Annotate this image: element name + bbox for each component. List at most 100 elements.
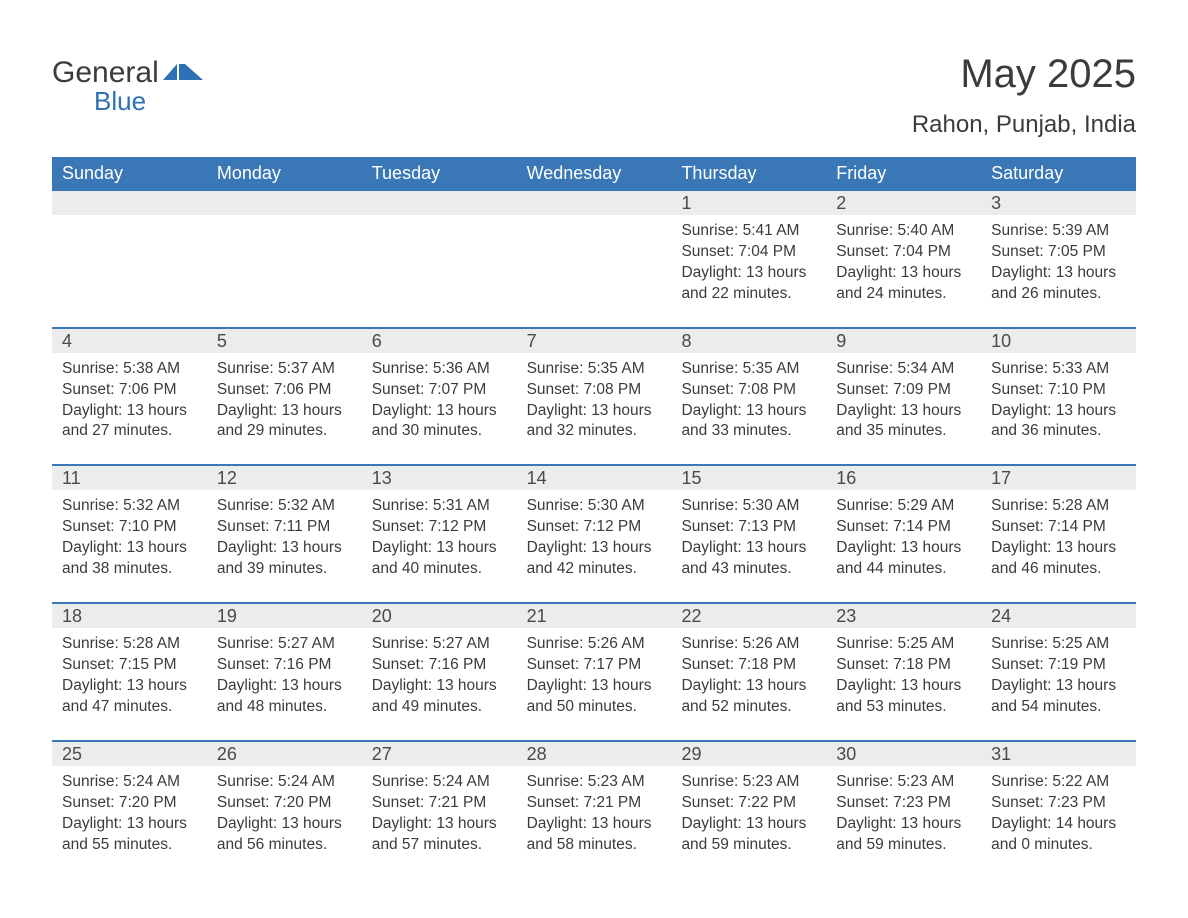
day-number: 18 [52, 604, 207, 628]
weekday-header: Tuesday [362, 157, 517, 191]
sunset-line: Sunset: 7:10 PM [991, 380, 1126, 401]
daylight-line: Daylight: 13 hours and 57 minutes. [372, 814, 507, 856]
day-number: 24 [981, 604, 1136, 628]
sunrise-line: Sunrise: 5:26 AM [681, 634, 816, 655]
day-cell: 10Sunrise: 5:33 AMSunset: 7:10 PMDayligh… [981, 329, 1136, 465]
sunrise-line: Sunrise: 5:28 AM [62, 634, 197, 655]
day-cell: 18Sunrise: 5:28 AMSunset: 7:15 PMDayligh… [52, 604, 207, 740]
day-details: Sunrise: 5:41 AMSunset: 7:04 PMDaylight:… [681, 221, 816, 305]
daylight-line: Daylight: 13 hours and 59 minutes. [836, 814, 971, 856]
sunset-line: Sunset: 7:08 PM [527, 380, 662, 401]
sunrise-line: Sunrise: 5:38 AM [62, 359, 197, 380]
day-details: Sunrise: 5:30 AMSunset: 7:13 PMDaylight:… [681, 496, 816, 580]
day-details: Sunrise: 5:24 AMSunset: 7:21 PMDaylight:… [372, 772, 507, 856]
daylight-line: Daylight: 13 hours and 50 minutes. [527, 676, 662, 718]
logo-word-blue: Blue [94, 86, 159, 117]
sunset-line: Sunset: 7:19 PM [991, 655, 1126, 676]
daylight-line: Daylight: 13 hours and 30 minutes. [372, 401, 507, 443]
sunrise-line: Sunrise: 5:24 AM [217, 772, 352, 793]
day-cell: 28Sunrise: 5:23 AMSunset: 7:21 PMDayligh… [517, 742, 672, 878]
day-cell: 12Sunrise: 5:32 AMSunset: 7:11 PMDayligh… [207, 466, 362, 602]
weekday-header: Thursday [671, 157, 826, 191]
daylight-line: Daylight: 13 hours and 58 minutes. [527, 814, 662, 856]
sunrise-line: Sunrise: 5:31 AM [372, 496, 507, 517]
day-cell: . [52, 191, 207, 327]
day-number: 3 [981, 191, 1136, 215]
daylight-line: Daylight: 13 hours and 55 minutes. [62, 814, 197, 856]
daylight-line: Daylight: 13 hours and 54 minutes. [991, 676, 1126, 718]
day-number: 27 [362, 742, 517, 766]
week-row: ....1Sunrise: 5:41 AMSunset: 7:04 PMDayl… [52, 191, 1136, 327]
sunrise-line: Sunrise: 5:27 AM [372, 634, 507, 655]
daylight-line: Daylight: 13 hours and 47 minutes. [62, 676, 197, 718]
daylight-line: Daylight: 13 hours and 46 minutes. [991, 538, 1126, 580]
day-number: 19 [207, 604, 362, 628]
day-details: Sunrise: 5:24 AMSunset: 7:20 PMDaylight:… [62, 772, 197, 856]
sunrise-line: Sunrise: 5:25 AM [991, 634, 1126, 655]
weekday-header: Friday [826, 157, 981, 191]
day-details: Sunrise: 5:28 AMSunset: 7:14 PMDaylight:… [991, 496, 1126, 580]
day-number: 31 [981, 742, 1136, 766]
sunset-line: Sunset: 7:07 PM [372, 380, 507, 401]
weekday-header: Saturday [981, 157, 1136, 191]
sunset-line: Sunset: 7:20 PM [217, 793, 352, 814]
day-details: Sunrise: 5:27 AMSunset: 7:16 PMDaylight:… [372, 634, 507, 718]
day-details: Sunrise: 5:23 AMSunset: 7:23 PMDaylight:… [836, 772, 971, 856]
day-number: 20 [362, 604, 517, 628]
week-row: 18Sunrise: 5:28 AMSunset: 7:15 PMDayligh… [52, 602, 1136, 740]
day-details: Sunrise: 5:26 AMSunset: 7:17 PMDaylight:… [527, 634, 662, 718]
week-row: 11 Sunrise: 5:32 AMSunset: 7:10 PMDayligh… [52, 464, 1136, 602]
day-number: 4 [52, 329, 207, 353]
day-details: Sunrise: 5:31 AMSunset: 7:12 PMDaylight:… [372, 496, 507, 580]
sunrise-line: Sunrise: 5:24 AM [62, 772, 197, 793]
calendar-page: General Blue May 2025 Rahon, Punjab, Ind… [0, 0, 1188, 918]
day-details: Sunrise: 5:32 AMSunset: 7:10 PMDaylight:… [62, 496, 197, 580]
day-number: 17 [981, 466, 1136, 490]
day-cell: 3 Sunrise: 5:39 AMSunset: 7:05 PMDaylight… [981, 191, 1136, 327]
location-subtitle: Rahon, Punjab, India [912, 111, 1136, 139]
weekday-header: Sunday [52, 157, 207, 191]
day-details: Sunrise: 5:34 AMSunset: 7:09 PMDaylight:… [836, 359, 971, 443]
weekday-header: Monday [207, 157, 362, 191]
header: General Blue May 2025 Rahon, Punjab, Ind… [52, 52, 1136, 139]
daylight-line: Daylight: 13 hours and 32 minutes. [527, 401, 662, 443]
day-cell: 13Sunrise: 5:31 AMSunset: 7:12 PMDayligh… [362, 466, 517, 602]
day-number: 26 [207, 742, 362, 766]
daylight-line: Daylight: 13 hours and 38 minutes. [62, 538, 197, 580]
daylight-line: Daylight: 13 hours and 56 minutes. [217, 814, 352, 856]
day-cell: . [207, 191, 362, 327]
day-details: Sunrise: 5:23 AMSunset: 7:22 PMDaylight:… [681, 772, 816, 856]
week-row: 4 Sunrise: 5:38 AMSunset: 7:06 PM Daylight… [52, 327, 1136, 465]
day-cell: 26 Sunrise: 5:24 AMSunset: 7:20 PMDayligh… [207, 742, 362, 878]
day-number: 11 [52, 466, 207, 490]
day-cell: 24 Sunrise: 5:25 AMSunset: 7:19 PMDayligh… [981, 604, 1136, 740]
sunset-line: Sunset: 7:06 PM [62, 380, 197, 401]
sunrise-line: Sunrise: 5:22 AM [991, 772, 1126, 793]
day-details: Sunrise: 5:30 AMSunset: 7:12 PMDaylight:… [527, 496, 662, 580]
daylight-line: Daylight: 13 hours and 26 minutes. [991, 263, 1126, 305]
logo-word-general: General [52, 58, 159, 88]
day-number: 16 [826, 466, 981, 490]
sunset-line: Sunset: 7:11 PM [217, 517, 352, 538]
day-details: Sunrise: 5:39 AMSunset: 7:05 PMDaylight:… [991, 221, 1126, 305]
day-details: Sunrise: 5:37 AMSunset: 7:06 PMDaylight:… [217, 359, 352, 443]
day-cell: 20 Sunrise: 5:27 AMSunset: 7:16 PMDayligh… [362, 604, 517, 740]
day-number: 9 [826, 329, 981, 353]
day-details: Sunrise: 5:23 AMSunset: 7:21 PMDaylight:… [527, 772, 662, 856]
daylight-line: Daylight: 13 hours and 52 minutes. [681, 676, 816, 718]
weekday-header-row: SundayMondayTuesdayWednesdayThursdayFrid… [52, 157, 1136, 191]
sunset-line: Sunset: 7:20 PM [62, 793, 197, 814]
day-cell: 30Sunrise: 5:23 AMSunset: 7:23 PMDayligh… [826, 742, 981, 878]
day-cell: 14Sunrise: 5:30 AMSunset: 7:12 PMDayligh… [517, 466, 672, 602]
day-number: 1 [671, 191, 826, 215]
sunrise-line: Sunrise: 5:34 AM [836, 359, 971, 380]
flag-icon [163, 60, 205, 86]
daylight-line: Daylight: 13 hours and 39 minutes. [217, 538, 352, 580]
sunrise-line: Sunrise: 5:27 AM [217, 634, 352, 655]
sunrise-line: Sunrise: 5:33 AM [991, 359, 1126, 380]
sunset-line: Sunset: 7:10 PM [62, 517, 197, 538]
sunrise-line: Sunrise: 5:30 AM [681, 496, 816, 517]
daylight-line: Daylight: 13 hours and 36 minutes. [991, 401, 1126, 443]
day-number: 29 [671, 742, 826, 766]
daylight-line: Daylight: 13 hours and 59 minutes. [681, 814, 816, 856]
